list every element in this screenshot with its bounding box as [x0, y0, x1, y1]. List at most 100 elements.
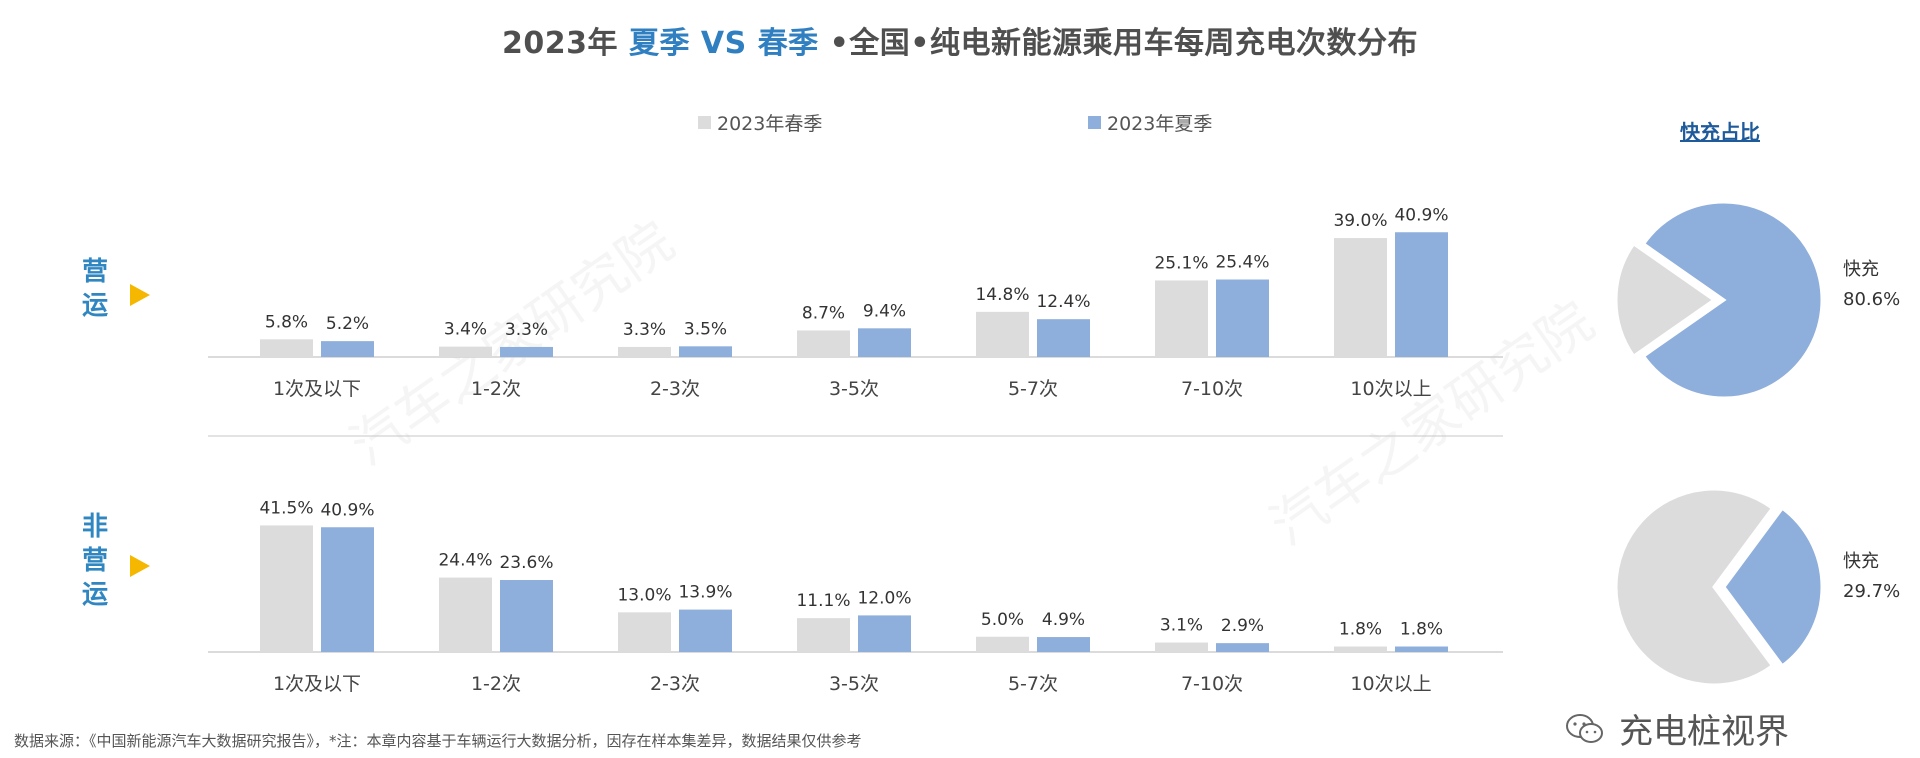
- data-label-0-1-3: 9.4%: [863, 301, 906, 321]
- legend-item-spring: 2023年春季: [698, 108, 822, 136]
- pie-1-slice-other: [1614, 487, 1775, 687]
- pie-0-slice-other: [1614, 241, 1717, 359]
- bar-1-0-5: [1155, 642, 1208, 652]
- pie-operating-label: 快充 80.6%: [1843, 255, 1900, 315]
- arrow-nonoperating-icon: [130, 555, 150, 577]
- bar-1-0-0: [260, 525, 313, 652]
- bar-0-1-1: [500, 346, 553, 357]
- legend-swatch-spring: [698, 115, 711, 129]
- data-label-0-0-2: 3.3%: [623, 320, 666, 340]
- pie-nonoperating-slice-name: 快充: [1843, 551, 1879, 572]
- bar-0-1-6: [1395, 232, 1448, 357]
- data-label-0-0-0: 5.8%: [265, 312, 308, 332]
- data-label-1-1-2: 13.9%: [678, 583, 732, 603]
- bar-1-1-3: [858, 615, 911, 652]
- data-label-0-0-1: 3.4%: [444, 320, 487, 340]
- title-prefix: 2023年: [502, 26, 629, 61]
- tick-label-0-5: 7-10次: [1181, 378, 1243, 400]
- data-label-1-1-3: 12.0%: [857, 588, 911, 608]
- tick-label-0-4: 5-7次: [1008, 378, 1058, 400]
- legend-label-summer: 2023年夏季: [1107, 112, 1213, 135]
- title-highlight-summer: 夏季: [628, 26, 690, 61]
- legend-label-spring: 2023年春季: [717, 112, 823, 135]
- section-label-operating: 营运: [81, 257, 108, 321]
- footer-source: 数据来源：《中国新能源汽车大数据研究报告》，*注：本章内容基于车辆运行大数据分析…: [14, 732, 862, 750]
- bar-0-0-5: [1155, 280, 1208, 357]
- title-highlight-spring: 春季: [757, 26, 819, 61]
- bar-1-0-6: [1334, 646, 1387, 652]
- bar-0-0-0: [260, 339, 313, 357]
- data-label-1-0-4: 5.0%: [981, 610, 1024, 630]
- pie-nonoperating-label: 快充 29.7%: [1843, 547, 1900, 607]
- data-label-0-1-4: 12.4%: [1036, 292, 1090, 312]
- bar-0-1-3: [858, 328, 911, 357]
- bar-1-1-4: [1037, 637, 1090, 652]
- bar-1-1-1: [500, 580, 553, 652]
- data-label-1-0-6: 1.8%: [1339, 620, 1382, 640]
- bar-1-0-3: [797, 618, 850, 652]
- data-label-1-1-0: 40.9%: [320, 500, 374, 520]
- data-label-0-0-4: 14.8%: [975, 285, 1029, 305]
- pie-0-slice-fastcharge: [1641, 200, 1824, 400]
- tick-label-0-1: 1-2次: [471, 378, 521, 400]
- data-label-0-1-0: 5.2%: [326, 314, 369, 334]
- chart-title: 2023年 夏季 VS 春季 •全国•纯电新能源乘用车每周充电次数分布: [0, 18, 1920, 62]
- wechat-icon: [1566, 713, 1603, 743]
- section-divider: [208, 435, 1503, 437]
- title-suffix: •全国•纯电新能源乘用车每周充电次数分布: [818, 26, 1418, 61]
- tick-label-1-3: 3-5次: [829, 673, 879, 695]
- tick-label-0-0: 1次及以下: [273, 378, 361, 400]
- pie-title: 快充占比: [1680, 120, 1760, 144]
- pie-nonoperating-slice-value: 29.7%: [1843, 581, 1901, 602]
- bar-0-0-3: [797, 330, 850, 357]
- bar-0-0-1: [439, 346, 492, 357]
- bar-0-1-4: [1037, 319, 1090, 357]
- pie-operating-slice-name: 快充: [1843, 259, 1879, 280]
- tick-label-0-6: 10次以上: [1350, 378, 1431, 400]
- data-label-1-0-0: 41.5%: [259, 498, 313, 518]
- bar-1-1-0: [321, 527, 374, 652]
- data-label-0-0-6: 39.0%: [1333, 211, 1387, 231]
- bar-1-0-1: [439, 577, 492, 652]
- data-label-1-1-6: 1.8%: [1400, 620, 1443, 640]
- arrow-operating-icon: [130, 284, 150, 306]
- data-label-1-0-2: 13.0%: [617, 585, 671, 605]
- data-label-0-1-1: 3.3%: [505, 320, 548, 340]
- bar-0-1-0: [321, 341, 374, 357]
- bar-1-1-2: [679, 609, 732, 652]
- brand-name: 充电桩视界: [1619, 712, 1789, 752]
- bar-0-1-5: [1216, 279, 1269, 357]
- bar-0-1-2: [679, 346, 732, 357]
- data-label-0-1-2: 3.5%: [684, 319, 727, 339]
- tick-label-1-2: 2-3次: [650, 673, 700, 695]
- bar-0-0-2: [618, 346, 671, 357]
- data-label-0-1-5: 25.4%: [1215, 253, 1269, 273]
- brand: 充电桩视界: [1565, 704, 1789, 753]
- data-label-1-0-5: 3.1%: [1160, 616, 1203, 636]
- legend-swatch-summer: [1088, 115, 1101, 129]
- data-label-1-0-3: 11.1%: [796, 591, 850, 611]
- bar-1-1-5: [1216, 643, 1269, 652]
- tick-label-0-3: 3-5次: [829, 378, 879, 400]
- tick-label-1-0: 1次及以下: [273, 673, 361, 695]
- bar-1-1-6: [1395, 646, 1448, 652]
- tick-label-1-6: 10次以上: [1350, 673, 1431, 695]
- bar-1-0-2: [618, 612, 671, 652]
- tick-label-0-2: 2-3次: [650, 378, 700, 400]
- bar-0-0-4: [976, 311, 1029, 357]
- tick-label-1-1: 1-2次: [471, 673, 521, 695]
- pie-1-slice-fastcharge: [1722, 506, 1824, 668]
- tick-label-1-4: 5-7次: [1008, 673, 1058, 695]
- data-label-1-0-1: 24.4%: [438, 551, 492, 571]
- data-label-1-1-5: 2.9%: [1221, 616, 1264, 636]
- legend-item-summer: 2023年夏季: [1088, 108, 1212, 136]
- data-label-1-1-1: 23.6%: [499, 553, 553, 573]
- data-label-0-0-5: 25.1%: [1154, 253, 1208, 273]
- tick-label-1-5: 7-10次: [1181, 673, 1243, 695]
- bar-0-0-6: [1334, 238, 1387, 357]
- data-label-0-0-3: 8.7%: [802, 303, 845, 323]
- data-label-1-1-4: 4.9%: [1042, 610, 1085, 630]
- data-label-0-1-6: 40.9%: [1394, 205, 1448, 225]
- pie-operating-slice-value: 80.6%: [1843, 289, 1901, 310]
